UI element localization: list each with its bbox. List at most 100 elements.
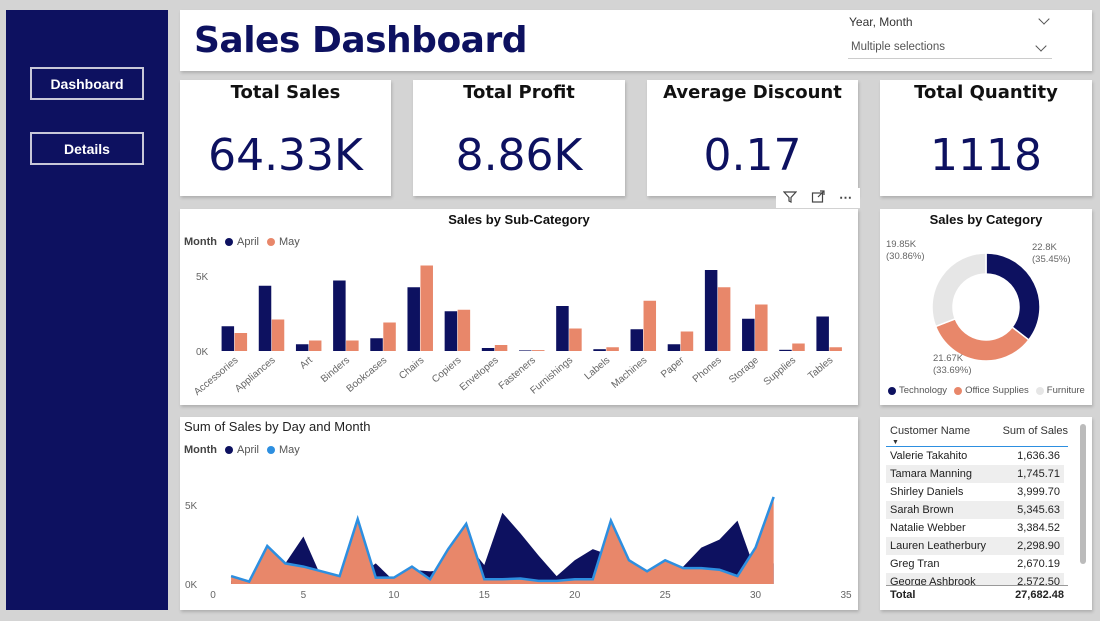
bar-may[interactable] bbox=[457, 309, 471, 351]
legend-entry-may[interactable]: May bbox=[279, 444, 300, 456]
bar-april[interactable] bbox=[816, 316, 829, 352]
legend-swatch bbox=[267, 238, 275, 246]
table-row[interactable]: George Ashbrook 2,572.50 bbox=[886, 573, 1064, 585]
bar-april[interactable] bbox=[519, 350, 532, 351]
bar-april[interactable] bbox=[444, 311, 458, 351]
customer-name-cell: Valerie Takahito bbox=[890, 450, 968, 462]
data-label-percent: (33.69%) bbox=[933, 365, 972, 376]
sales-by-day-visual[interactable]: Sum of Sales by Day and Month Month Apri… bbox=[180, 417, 858, 610]
line-may[interactable] bbox=[230, 496, 775, 584]
table-row[interactable]: Valerie Takahito 1,636.36 bbox=[886, 447, 1064, 465]
total-label: Total bbox=[890, 589, 916, 601]
legend-swatch bbox=[1035, 386, 1044, 395]
chart-legend: Month April May bbox=[184, 444, 300, 456]
kpi-value: 1118 bbox=[930, 130, 1042, 181]
legend-swatch bbox=[224, 446, 233, 454]
bar-may[interactable] bbox=[234, 333, 248, 351]
bar-may[interactable] bbox=[606, 347, 619, 351]
chevron-down-icon[interactable] bbox=[1035, 40, 1047, 52]
bar-april[interactable] bbox=[742, 318, 755, 351]
bar-april[interactable] bbox=[295, 344, 309, 351]
bar-may[interactable] bbox=[643, 300, 657, 351]
table-row[interactable]: Shirley Daniels 3,999.70 bbox=[886, 483, 1064, 501]
bar-may[interactable] bbox=[792, 343, 805, 352]
details-nav-button[interactable]: Details bbox=[30, 132, 144, 165]
legend-entry-april[interactable]: April bbox=[236, 236, 259, 248]
table-scrollbar[interactable] bbox=[1080, 424, 1086, 564]
x-tick-label: 0 bbox=[210, 590, 216, 601]
table-row[interactable]: Greg Tran 2,670.19 bbox=[886, 555, 1064, 573]
bar-may[interactable] bbox=[680, 331, 694, 352]
bar-april[interactable] bbox=[407, 287, 420, 351]
customer-name-cell: Tamara Manning bbox=[886, 465, 1004, 483]
legend-entry-technology[interactable]: Technology bbox=[899, 385, 948, 396]
chart-legend: Month April May bbox=[184, 236, 300, 248]
bar-may[interactable] bbox=[383, 322, 396, 352]
x-tick-label: Appliances bbox=[233, 355, 278, 395]
slicer-collapse-chevron-icon[interactable] bbox=[1038, 13, 1050, 25]
area-april[interactable] bbox=[231, 512, 774, 584]
legend-entry-furniture[interactable]: Furniture bbox=[1046, 385, 1085, 396]
bar-may[interactable] bbox=[532, 350, 545, 351]
customer-name-cell: Lauren Leatherbury bbox=[886, 537, 1004, 555]
table-header: Customer Name Sum of Sales bbox=[886, 425, 1072, 437]
bar-may[interactable] bbox=[308, 340, 322, 352]
bar-april[interactable] bbox=[333, 280, 346, 352]
bar-april[interactable] bbox=[370, 338, 383, 351]
sales-by-category-visual[interactable]: Sales by Category 22.8K (35.45%) 21.67K (33… bbox=[880, 209, 1092, 405]
x-tick-label: 25 bbox=[660, 590, 672, 601]
bar-april[interactable] bbox=[481, 348, 495, 351]
bar-may[interactable] bbox=[717, 287, 731, 351]
more-options-icon[interactable]: ⋯ bbox=[839, 190, 853, 205]
x-tick-label: Art bbox=[298, 355, 315, 372]
bar-may[interactable] bbox=[271, 319, 285, 352]
bar-april[interactable] bbox=[593, 349, 606, 351]
bar-may[interactable] bbox=[569, 328, 582, 352]
table-row[interactable]: Natalie Webber 3,384.52 bbox=[886, 519, 1064, 537]
legend-swatch bbox=[888, 386, 896, 395]
dashboard-nav-button[interactable]: Dashboard bbox=[30, 67, 144, 100]
legend-entry-may[interactable]: May bbox=[279, 236, 300, 248]
header-card: Sales Dashboard Year, Month Multiple sel… bbox=[180, 10, 1092, 71]
bar-may[interactable] bbox=[346, 340, 359, 352]
sales-by-subcategory-visual[interactable]: Sales by Sub-Category Month April May 5K… bbox=[180, 209, 858, 405]
bar-april[interactable] bbox=[258, 285, 272, 351]
legend-swatch bbox=[267, 446, 275, 454]
table-row[interactable]: Lauren Leatherbury 2,298.90 bbox=[886, 537, 1064, 555]
bar-april[interactable] bbox=[667, 344, 681, 351]
slicer-dropdown[interactable]: Multiple selections bbox=[851, 41, 945, 53]
donut-slice-furniture[interactable] bbox=[931, 252, 987, 328]
sales-value-cell: 5,345.63 bbox=[1004, 501, 1064, 519]
bar-april[interactable] bbox=[221, 326, 235, 351]
column-header-customer[interactable]: Customer Name bbox=[890, 425, 971, 437]
bar-may[interactable] bbox=[755, 304, 768, 352]
customer-sales-table: Customer Name Sum of Sales ▼ Valerie Tak… bbox=[880, 417, 1092, 610]
bar-may[interactable] bbox=[494, 345, 508, 351]
filter-icon[interactable] bbox=[782, 190, 798, 207]
bar-april[interactable] bbox=[779, 349, 792, 351]
customer-name-cell: Greg Tran bbox=[890, 558, 940, 570]
visual-header-toolbar: ⋯ bbox=[776, 188, 860, 208]
column-header-sales[interactable]: Sum of Sales bbox=[1002, 425, 1068, 437]
table-row[interactable]: Tamara Manning 1,745.71 bbox=[886, 465, 1064, 483]
bar-april[interactable] bbox=[556, 306, 569, 351]
sort-arrow-icon[interactable]: ▼ bbox=[892, 439, 899, 446]
data-label: 21.67K bbox=[933, 353, 964, 364]
bar-may[interactable] bbox=[420, 265, 433, 352]
table-row[interactable]: Sarah Brown 5,345.63 bbox=[886, 501, 1064, 519]
area-may[interactable] bbox=[231, 496, 774, 584]
sales-value-cell: 2,572.50 bbox=[1004, 573, 1064, 585]
table-total-row: Total 27,682.48 bbox=[886, 589, 1068, 601]
slicer-label: Year, Month bbox=[849, 15, 913, 29]
x-tick-label: 35 bbox=[840, 590, 852, 601]
focus-mode-icon[interactable] bbox=[811, 189, 825, 207]
bar-april[interactable] bbox=[704, 270, 718, 351]
bar-april[interactable] bbox=[630, 329, 644, 351]
sales-value-cell: 1,636.36 bbox=[1017, 450, 1060, 462]
sales-value-cell: 2,670.19 bbox=[1017, 558, 1060, 570]
area-chart: 5K 0K 0 5 10 15 20 25 30 35 bbox=[185, 496, 852, 601]
legend-entry-office-supplies[interactable]: Office Supplies bbox=[965, 385, 1029, 396]
legend-entry-april[interactable]: April bbox=[236, 444, 259, 456]
x-tick-label: Supplies bbox=[762, 355, 798, 388]
bar-may[interactable] bbox=[829, 347, 842, 351]
